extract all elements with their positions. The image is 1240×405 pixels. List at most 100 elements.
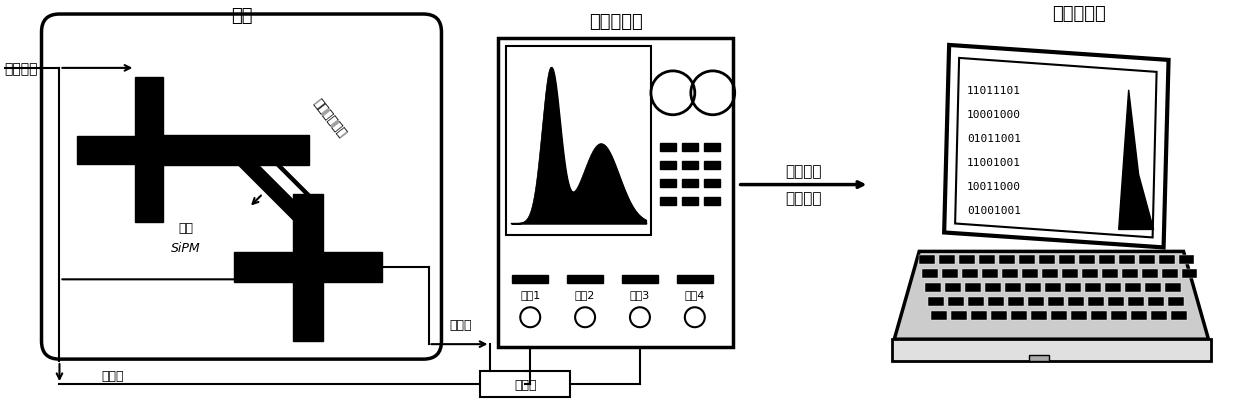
Bar bbox=[971, 311, 987, 320]
Bar bbox=[677, 276, 713, 283]
Bar bbox=[1008, 298, 1024, 307]
Polygon shape bbox=[255, 142, 317, 204]
Text: 快信号: 快信号 bbox=[102, 369, 124, 382]
Bar bbox=[1065, 284, 1081, 292]
Text: SiPM: SiPM bbox=[171, 241, 201, 254]
Bar bbox=[1138, 256, 1154, 265]
Bar bbox=[512, 276, 548, 283]
Text: 通道2: 通道2 bbox=[575, 290, 595, 300]
Bar bbox=[77, 136, 222, 164]
Bar bbox=[1118, 256, 1135, 265]
Bar bbox=[1122, 270, 1137, 279]
Bar bbox=[929, 298, 944, 307]
Text: 11001001: 11001001 bbox=[967, 157, 1021, 167]
Bar bbox=[135, 78, 164, 222]
Text: 延迟线: 延迟线 bbox=[515, 377, 537, 390]
Text: 快信号: 快信号 bbox=[449, 318, 471, 331]
Bar bbox=[991, 311, 1007, 320]
Bar bbox=[1028, 298, 1044, 307]
Bar bbox=[923, 270, 939, 279]
Text: 通道3: 通道3 bbox=[630, 290, 650, 300]
Bar bbox=[1142, 270, 1158, 279]
Bar bbox=[1162, 270, 1178, 279]
FancyBboxPatch shape bbox=[41, 15, 441, 359]
Bar bbox=[1039, 256, 1055, 265]
Bar bbox=[149, 135, 309, 165]
Bar bbox=[1131, 311, 1147, 320]
Bar bbox=[1030, 311, 1047, 320]
Bar bbox=[660, 143, 676, 151]
Bar bbox=[985, 284, 1001, 292]
Bar bbox=[234, 253, 382, 283]
Bar bbox=[704, 161, 719, 169]
Bar bbox=[660, 179, 676, 187]
Polygon shape bbox=[944, 46, 1168, 248]
Bar bbox=[1099, 256, 1115, 265]
Text: 墨体: 墨体 bbox=[179, 222, 193, 234]
Bar bbox=[1111, 311, 1127, 320]
Bar bbox=[1081, 270, 1097, 279]
Bar bbox=[498, 39, 733, 347]
Bar bbox=[999, 256, 1016, 265]
Bar bbox=[1182, 270, 1198, 279]
Text: 10001000: 10001000 bbox=[967, 109, 1021, 119]
Text: 暗盒: 暗盒 bbox=[231, 7, 252, 25]
Bar bbox=[1011, 311, 1027, 320]
Text: 通道1: 通道1 bbox=[520, 290, 541, 300]
Polygon shape bbox=[894, 252, 1209, 339]
Bar bbox=[982, 270, 998, 279]
Bar bbox=[988, 298, 1004, 307]
Bar bbox=[660, 161, 676, 169]
Bar bbox=[1127, 298, 1143, 307]
Bar bbox=[1101, 270, 1117, 279]
Bar bbox=[1059, 256, 1075, 265]
Bar bbox=[1085, 284, 1101, 292]
Bar bbox=[1042, 270, 1058, 279]
Text: 通道4: 通道4 bbox=[684, 290, 706, 300]
Bar bbox=[1025, 284, 1040, 292]
Bar bbox=[1164, 284, 1180, 292]
Bar bbox=[931, 311, 947, 320]
Polygon shape bbox=[955, 59, 1157, 238]
Bar bbox=[1045, 284, 1061, 292]
Bar bbox=[1158, 256, 1174, 265]
Bar bbox=[980, 256, 994, 265]
Bar bbox=[968, 298, 985, 307]
Bar bbox=[893, 339, 1211, 361]
Text: 计算机终端: 计算机终端 bbox=[1052, 5, 1106, 23]
Bar bbox=[1061, 270, 1078, 279]
Text: 01011001: 01011001 bbox=[967, 133, 1021, 143]
Bar bbox=[1107, 298, 1123, 307]
Bar bbox=[1019, 256, 1035, 265]
Bar bbox=[1029, 355, 1049, 361]
Bar bbox=[682, 197, 698, 205]
Bar bbox=[567, 276, 603, 283]
Bar bbox=[506, 47, 651, 236]
Bar bbox=[1125, 284, 1141, 292]
Bar bbox=[1091, 311, 1107, 320]
Bar bbox=[622, 276, 658, 283]
Bar bbox=[1002, 270, 1018, 279]
Bar bbox=[1151, 311, 1167, 320]
Bar bbox=[1071, 311, 1086, 320]
Text: 01001001: 01001001 bbox=[967, 205, 1021, 215]
Text: 低压电源: 低压电源 bbox=[5, 62, 38, 76]
Bar bbox=[1079, 256, 1095, 265]
Bar bbox=[1147, 298, 1163, 307]
Bar bbox=[939, 256, 955, 265]
Bar bbox=[1105, 284, 1121, 292]
Bar bbox=[682, 161, 698, 169]
Bar bbox=[1168, 298, 1183, 307]
Polygon shape bbox=[227, 145, 315, 232]
Bar bbox=[480, 371, 570, 397]
Bar bbox=[704, 179, 719, 187]
Bar bbox=[1004, 284, 1021, 292]
Bar bbox=[704, 197, 719, 205]
Bar bbox=[1048, 298, 1064, 307]
Bar bbox=[925, 284, 941, 292]
Bar bbox=[942, 270, 959, 279]
Bar bbox=[962, 270, 978, 279]
Bar bbox=[1178, 256, 1194, 265]
Bar bbox=[1022, 270, 1038, 279]
Bar bbox=[1145, 284, 1161, 292]
